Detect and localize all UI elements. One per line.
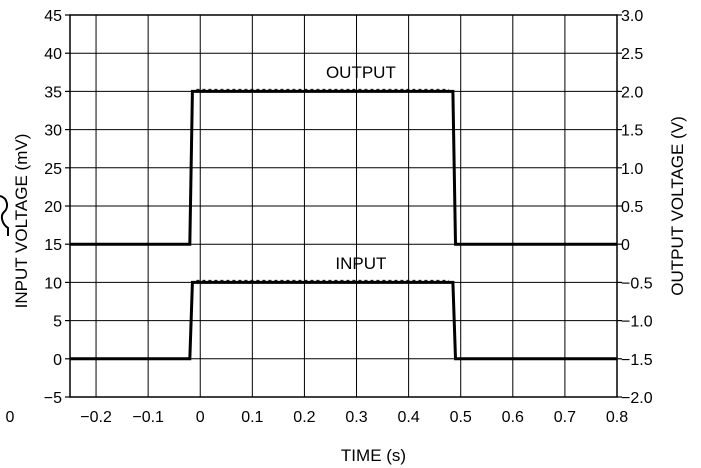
y-axis-right-title: OUTPUT VOLTAGE (V) <box>668 116 687 295</box>
x-tick-label: 0.8 <box>606 409 628 426</box>
y-right-tick-label: 2.5 <box>621 46 643 63</box>
y-left-tick-label: 0 <box>53 352 62 369</box>
series-group <box>70 88 617 361</box>
y-right-tick-label: −1.5 <box>621 352 653 369</box>
x-axis-title: TIME (s) <box>341 446 406 465</box>
y-right-tick-label: 2.0 <box>621 84 643 101</box>
x-tick-label: −0.1 <box>132 409 164 426</box>
y-left-tick-label: 45 <box>44 8 62 25</box>
break-squiggle-icon <box>0 195 9 236</box>
y-left-tick-label: −5 <box>44 390 62 407</box>
annotation-output: OUTPUT <box>326 63 396 82</box>
y-left-tick-label: 40 <box>44 46 62 63</box>
y-axis-left-title: INPUT VOLTAGE (mV) <box>12 134 31 309</box>
y-left-tick-label: 35 <box>44 84 62 101</box>
x-tick-label: 0.6 <box>502 409 524 426</box>
y-right-tick-label: −0.5 <box>621 275 653 292</box>
x-tick-label: 0.2 <box>293 409 315 426</box>
y-left-tick-label: 5 <box>53 314 62 331</box>
series-line-output <box>70 89 617 246</box>
y-right-tick-label: −1.0 <box>621 314 653 331</box>
x-tick-label: 0 <box>196 409 205 426</box>
x-tick-label: 0.5 <box>450 409 472 426</box>
y-left-tick-label: 25 <box>44 161 62 178</box>
y-right-tick-label: 1.5 <box>621 123 643 140</box>
plot-frame <box>69 14 618 398</box>
y-left-tick-label: 10 <box>44 275 62 292</box>
y-right-tick-label: 0.5 <box>621 199 643 216</box>
tick-labels: −0.2 −0.1 0 0.1 0.2 0.3 0.4 0.5 0.6 0.7 0.8 −5 0 5 10 1… <box>44 8 653 426</box>
y-right-tick-label: 3.0 <box>621 8 643 25</box>
y-right-tick-label: 0 <box>621 237 630 254</box>
x-tick-label: 0.3 <box>345 409 367 426</box>
x-tick-label: −0.2 <box>80 409 112 426</box>
annotation-input: INPUT <box>335 254 386 273</box>
x-tick-label: 0.4 <box>397 409 419 426</box>
y-left-tick-label: 15 <box>44 237 62 254</box>
left-edge-tick-label: 0 <box>6 409 15 426</box>
y-right-tick-label: 1.0 <box>621 161 643 178</box>
x-tick-label: 0.1 <box>241 409 263 426</box>
series-line-input <box>70 280 617 361</box>
y-left-tick-label: 30 <box>44 123 62 140</box>
y-left-tick-label: 20 <box>44 199 62 216</box>
x-tick-label: 0.7 <box>554 409 576 426</box>
annotations: OUTPUT INPUT <box>326 63 396 273</box>
y-right-tick-label: −2.0 <box>621 390 653 407</box>
